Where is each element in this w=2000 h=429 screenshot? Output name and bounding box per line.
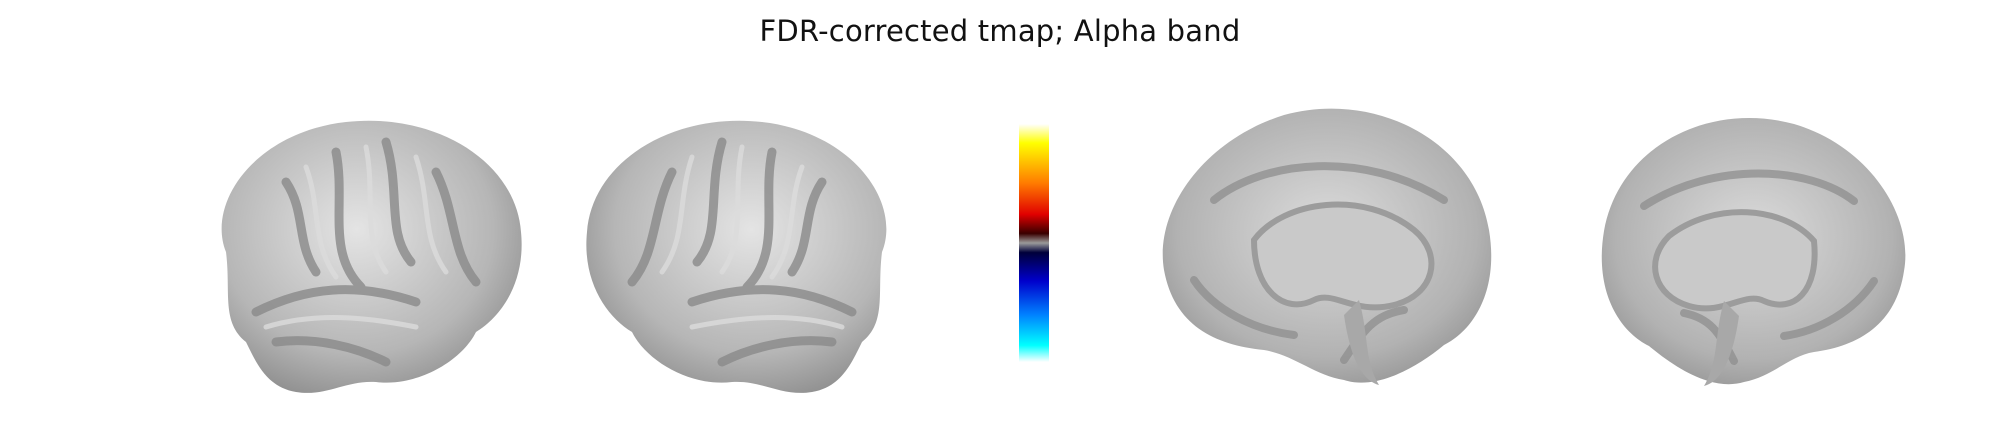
figure-title: FDR-corrected tmap; Alpha band: [759, 14, 1241, 48]
colorbar: [1019, 124, 1049, 362]
brain-medial-right: [1601, 118, 1906, 386]
brain-lateral-right: [586, 120, 887, 393]
brain-lateral-left: [221, 120, 522, 393]
brain-medial-left: [1162, 108, 1492, 385]
colorbar-gradient: [1019, 124, 1049, 362]
